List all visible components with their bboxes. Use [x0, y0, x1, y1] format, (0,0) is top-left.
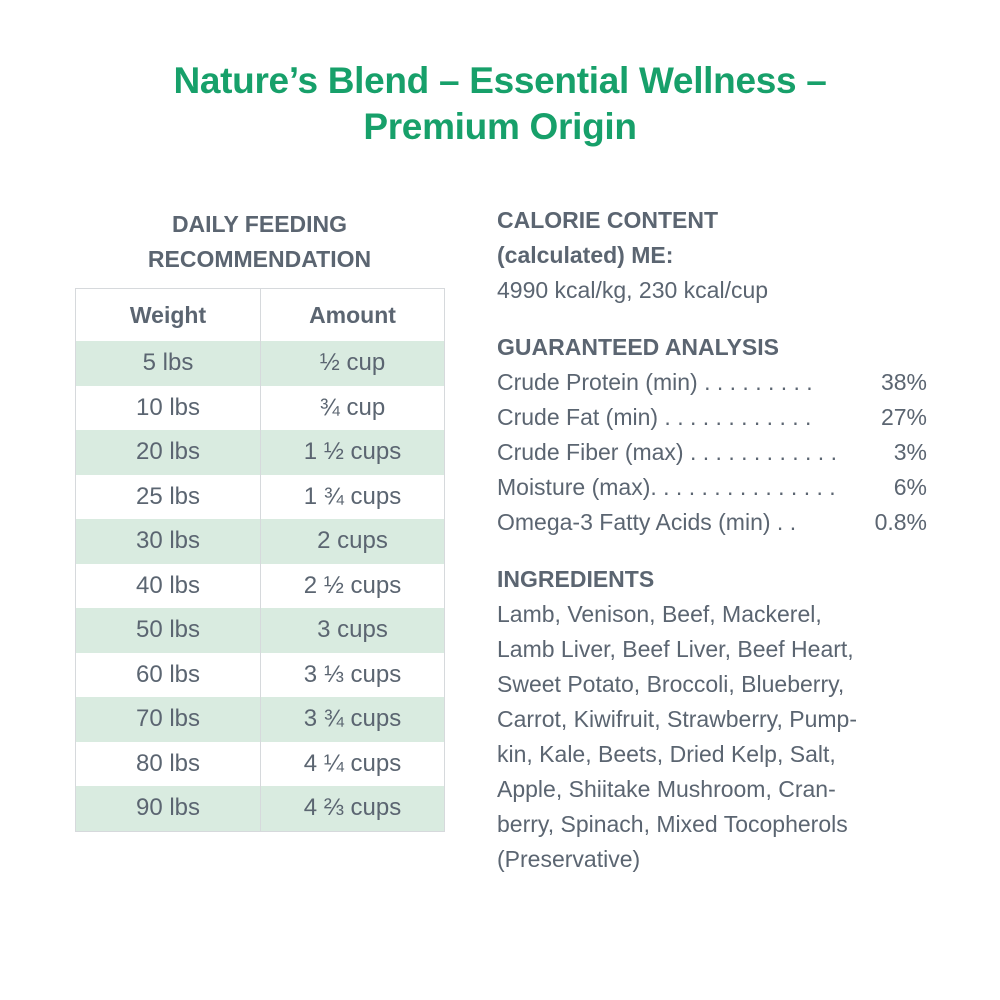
- title-line-1: Nature’s Blend – Essential Wellness –: [173, 60, 827, 101]
- table-row: 25 lbs 1 ¾ cups: [75, 474, 445, 519]
- analysis-label: Omega-3 Fatty Acids (min) . .: [497, 509, 797, 535]
- cell-weight: 60 lbs: [75, 652, 261, 697]
- analysis-heading: GUARANTEED ANALYSIS: [497, 334, 779, 360]
- table-row: 5 lbs ½ cup: [75, 341, 445, 386]
- cell-weight: 70 lbs: [75, 697, 261, 742]
- nutrition-info: CALORIE CONTENT (calculated) ME: 4990 kc…: [497, 203, 927, 877]
- analysis-row: Crude Protein (min) . . . . . . . . . 38%: [497, 365, 927, 400]
- ingredients-heading: INGREDIENTS: [497, 566, 655, 592]
- ingredients-line: Carrot, Kiwifruit, Strawberry, Pump-: [497, 706, 857, 732]
- cell-amount: 1 ¾ cups: [260, 474, 445, 519]
- cell-amount: 2 ½ cups: [260, 563, 445, 608]
- cell-amount: ¾ cup: [260, 385, 445, 430]
- feeding-heading-line-2: RECOMMENDATION: [147, 246, 372, 272]
- feeding-heading: DAILY FEEDING RECOMMENDATION: [75, 207, 444, 277]
- analysis-row: Crude Fat (min) . . . . . . . . . . . . 2…: [497, 400, 927, 435]
- cell-weight: 50 lbs: [75, 608, 261, 653]
- table-row: 40 lbs 2 ½ cups: [75, 563, 445, 608]
- feeding-table: Weight Amount 5 lbs ½ cup 10 lbs ¾ cup 20 lb…: [75, 288, 445, 832]
- feeding-heading-line-1: DAILY FEEDING: [171, 211, 348, 237]
- ingredients-line: Apple, Shiitake Mushroom, Cran-: [497, 776, 836, 802]
- analysis-row: Crude Fiber (max) . . . . . . . . . . . …: [497, 435, 927, 470]
- analysis-value: 6%: [893, 474, 927, 500]
- cell-weight: 25 lbs: [75, 474, 261, 519]
- analysis-label: Crude Protein (min) . . . . . . . . .: [497, 369, 813, 395]
- cell-amount: 2 cups: [260, 519, 445, 564]
- ingredients-line: (Preservative): [497, 846, 641, 872]
- analysis-section: GUARANTEED ANALYSIS Crude Protein (min) …: [497, 330, 927, 540]
- cell-weight: 90 lbs: [75, 786, 261, 832]
- table-row: 80 lbs 4 ¼ cups: [75, 741, 445, 786]
- analysis-label: Crude Fat (min) . . . . . . . . . . . .: [497, 404, 812, 430]
- analysis-value: 0.8%: [874, 509, 927, 535]
- column-header-amount: Amount: [260, 288, 445, 341]
- cell-amount: ½ cup: [260, 341, 445, 386]
- table-row: 60 lbs 3 ⅓ cups: [75, 652, 445, 697]
- cell-amount: 3 cups: [260, 608, 445, 653]
- cell-weight: 10 lbs: [75, 385, 261, 430]
- title-line-2: Premium Origin: [363, 106, 637, 147]
- calorie-heading-1: CALORIE CONTENT: [497, 207, 719, 233]
- cell-weight: 20 lbs: [75, 430, 261, 475]
- analysis-value: 27%: [880, 404, 927, 430]
- analysis-label: Moisture (max). . . . . . . . . . . . . …: [497, 474, 836, 500]
- cell-weight: 30 lbs: [75, 519, 261, 564]
- cell-amount: 1 ½ cups: [260, 430, 445, 475]
- analysis-value: 3%: [893, 439, 927, 465]
- column-header-weight: Weight: [75, 288, 261, 341]
- calorie-section: CALORIE CONTENT (calculated) ME: 4990 kc…: [497, 203, 927, 308]
- ingredients-section: INGREDIENTS Lamb, Venison, Beef, Mackere…: [497, 562, 927, 877]
- cell-amount: 4 ⅔ cups: [260, 786, 445, 832]
- analysis-label: Crude Fiber (max) . . . . . . . . . . . …: [497, 439, 837, 465]
- ingredients-line: Lamb Liver, Beef Liver, Beef Heart,: [497, 636, 854, 662]
- cell-amount: 3 ⅓ cups: [260, 652, 445, 697]
- table-row: 50 lbs 3 cups: [75, 608, 445, 653]
- calorie-value: 4990 kcal/kg, 230 kcal/cup: [497, 277, 769, 303]
- cell-weight: 80 lbs: [75, 741, 261, 786]
- table-row: 10 lbs ¾ cup: [75, 385, 445, 430]
- table-row: 70 lbs 3 ¾ cups: [75, 697, 445, 742]
- cell-amount: 3 ¾ cups: [260, 697, 445, 742]
- calorie-heading-2: (calculated) ME:: [497, 242, 674, 268]
- table-row: 30 lbs 2 cups: [75, 519, 445, 564]
- table-row: 90 lbs 4 ⅔ cups: [75, 786, 445, 832]
- analysis-row: Moisture (max). . . . . . . . . . . . . …: [497, 470, 927, 505]
- cell-weight: 40 lbs: [75, 563, 261, 608]
- analysis-value: 38%: [880, 369, 927, 395]
- analysis-row: Omega-3 Fatty Acids (min) . . 0.8%: [497, 505, 927, 540]
- page-title: Nature’s Blend – Essential Wellness – Pr…: [0, 58, 1000, 150]
- cell-amount: 4 ¼ cups: [260, 741, 445, 786]
- ingredients-line: Sweet Potato, Broccoli, Blueberry,: [497, 671, 845, 697]
- cell-weight: 5 lbs: [75, 341, 261, 386]
- table-header: Weight Amount: [75, 288, 445, 341]
- ingredients-line: Lamb, Venison, Beef, Mackerel,: [497, 601, 822, 627]
- ingredients-line: kin, Kale, Beets, Dried Kelp, Salt,: [497, 741, 836, 767]
- ingredients-line: berry, Spinach, Mixed Tocopherols: [497, 811, 848, 837]
- table-row: 20 lbs 1 ½ cups: [75, 430, 445, 475]
